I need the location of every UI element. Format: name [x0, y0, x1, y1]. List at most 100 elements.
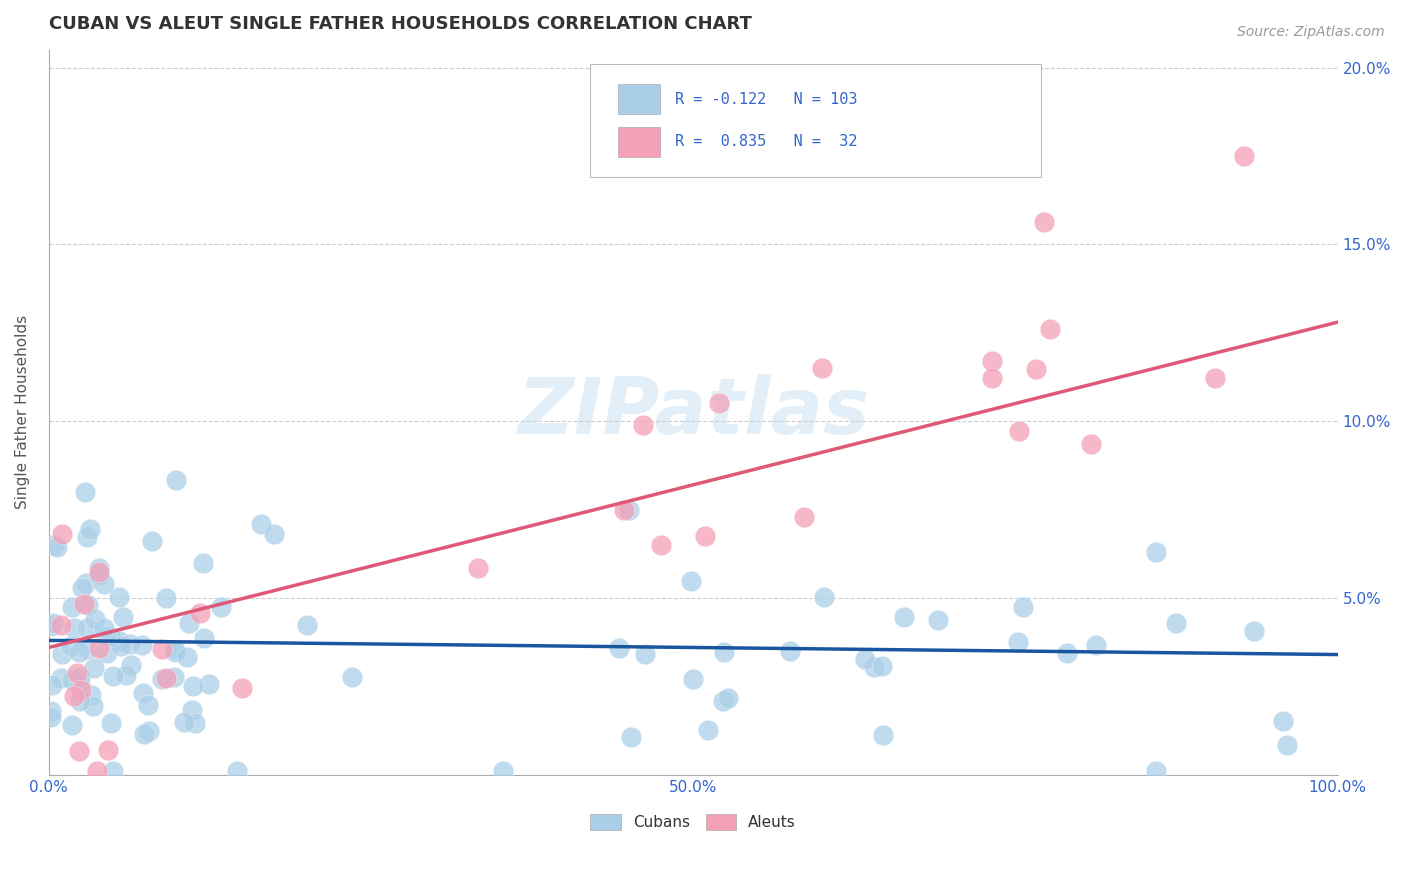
Point	[60, 673, 83, 687]
Point	[1080, 437, 1102, 451]
Point	[150, 672, 173, 686]
Point	[492, 764, 515, 779]
Legend: Cubans, Aleuts: Cubans, Aleuts	[585, 808, 803, 836]
Point	[115, 668, 138, 682]
Point	[51, 647, 73, 661]
Point	[707, 396, 730, 410]
Point	[87, 561, 110, 575]
Point	[1007, 635, 1029, 649]
Point	[136, 698, 159, 712]
Point	[609, 640, 631, 655]
Point	[1233, 149, 1256, 163]
Point	[613, 502, 636, 516]
Point	[51, 527, 73, 541]
Point	[83, 661, 105, 675]
Point	[79, 522, 101, 536]
Point	[617, 502, 640, 516]
Point	[1085, 638, 1108, 652]
Point	[1277, 738, 1299, 752]
Point	[713, 645, 735, 659]
Point	[46, 540, 69, 554]
FancyBboxPatch shape	[591, 64, 1042, 177]
Point	[981, 353, 1004, 368]
Point	[1166, 616, 1188, 631]
Point	[51, 617, 73, 632]
Text: Source: ZipAtlas.com: Source: ZipAtlas.com	[1237, 25, 1385, 39]
Point	[1204, 371, 1226, 385]
Point	[94, 630, 117, 644]
Point	[131, 639, 153, 653]
Point	[862, 660, 884, 674]
FancyBboxPatch shape	[619, 127, 659, 157]
Point	[73, 597, 96, 611]
Point	[1025, 362, 1047, 376]
Point	[60, 718, 83, 732]
Point	[209, 599, 232, 614]
Point	[41, 678, 63, 692]
Point	[893, 609, 915, 624]
Point	[872, 658, 894, 673]
Point	[717, 690, 740, 705]
Point	[141, 533, 163, 548]
Point	[82, 699, 104, 714]
Point	[118, 637, 141, 651]
Point	[66, 665, 89, 680]
Point	[181, 680, 204, 694]
Point	[188, 606, 211, 620]
Point	[49, 671, 72, 685]
Point	[793, 510, 815, 524]
Point	[97, 742, 120, 756]
Point	[198, 677, 221, 691]
Point	[693, 529, 716, 543]
Point	[39, 709, 62, 723]
Point	[1144, 764, 1167, 779]
Point	[177, 616, 200, 631]
Point	[76, 598, 98, 612]
Point	[165, 473, 187, 487]
Point	[250, 516, 273, 531]
Point	[1272, 714, 1295, 729]
Point	[340, 670, 363, 684]
Point	[467, 561, 489, 575]
Point	[696, 723, 718, 738]
Point	[1012, 599, 1035, 614]
Point	[631, 418, 654, 433]
Point	[619, 730, 641, 744]
Point	[650, 537, 672, 551]
Point	[132, 686, 155, 700]
Point	[1032, 215, 1054, 229]
Point	[155, 591, 177, 605]
Point	[69, 694, 91, 708]
Y-axis label: Single Father Households: Single Father Households	[15, 315, 30, 509]
Point	[681, 574, 703, 589]
Point	[1008, 424, 1031, 438]
Point	[134, 727, 156, 741]
Point	[70, 581, 93, 595]
Point	[138, 724, 160, 739]
Point	[41, 704, 63, 718]
Point	[110, 639, 132, 653]
Point	[60, 599, 83, 614]
Point	[42, 616, 65, 631]
Point	[226, 764, 249, 779]
Point	[70, 683, 93, 698]
Point	[120, 658, 142, 673]
Point	[150, 642, 173, 657]
Point	[89, 567, 111, 582]
Point	[93, 621, 115, 635]
Point	[62, 690, 84, 704]
Point	[80, 688, 103, 702]
Text: R = -0.122   N = 103: R = -0.122 N = 103	[675, 92, 858, 107]
Point	[75, 575, 97, 590]
Point	[67, 744, 90, 758]
Point	[111, 610, 134, 624]
Point	[193, 631, 215, 645]
Point	[183, 716, 205, 731]
Point	[297, 618, 319, 632]
Point	[163, 643, 186, 657]
Point	[779, 644, 801, 658]
Point	[63, 621, 86, 635]
Point	[107, 633, 129, 648]
Point	[163, 669, 186, 683]
Point	[76, 530, 98, 544]
